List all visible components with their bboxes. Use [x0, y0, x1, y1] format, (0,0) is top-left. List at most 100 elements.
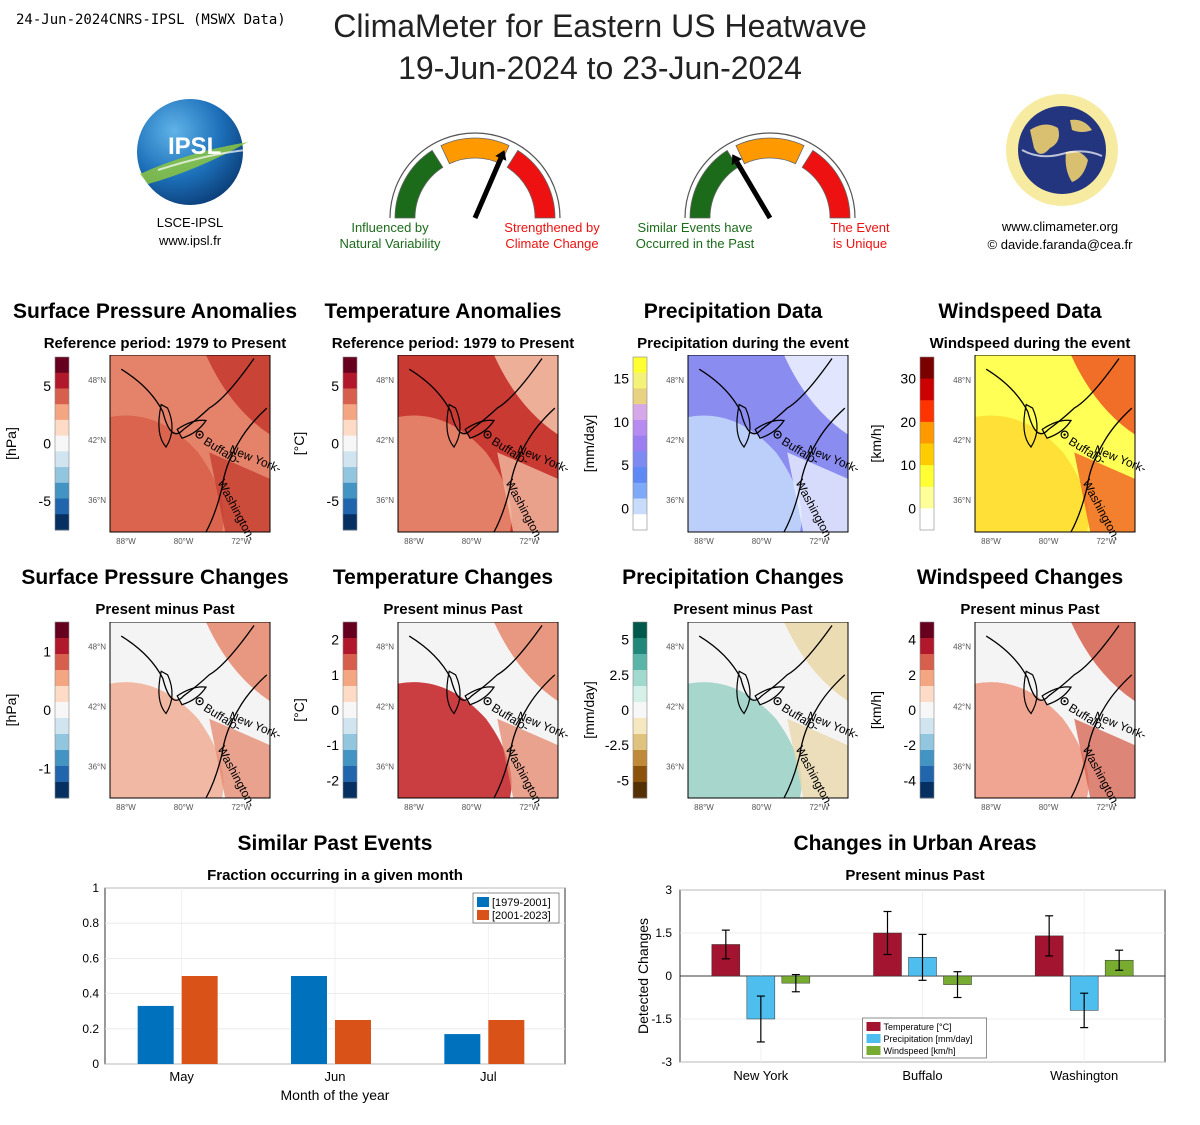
colorbar: 5 2.5 0 -2.5 -5 — [605, 621, 648, 799]
map-subtitle: Windspeed during the event — [929, 335, 1131, 352]
map-plot: Buffalo-New York-Washington-88°W 80°W 72°W… — [666, 355, 858, 546]
lon-label: 80°W — [1039, 537, 1059, 546]
map-frame — [109, 355, 271, 533]
colorbar-segment — [55, 718, 69, 735]
lon-label: 88°W — [404, 537, 424, 546]
colorbar-segment — [55, 357, 69, 374]
map-field-region — [1071, 355, 1135, 435]
border-line — [698, 625, 833, 701]
map-frame — [687, 355, 849, 533]
lake-erie — [176, 686, 208, 706]
colorbar-tick-label: -5 — [327, 493, 340, 509]
colorbar-segment — [633, 404, 647, 421]
colorbar-segment — [343, 734, 357, 751]
colorbar-segment — [343, 654, 357, 671]
colorbar-segment — [920, 718, 934, 735]
legend-label: [2001-2023] — [492, 910, 551, 922]
gauge-needle-tip — [731, 154, 743, 166]
lon-label: 80°W — [752, 537, 772, 546]
colorbar-segment — [55, 482, 69, 500]
colorbar-segment — [343, 498, 357, 515]
colorbar-segment — [920, 766, 934, 783]
city-dot-buffalo — [1063, 433, 1066, 436]
colorbar-segment — [633, 766, 647, 783]
colorbar-frame — [54, 621, 70, 799]
lon-label: 72°W — [809, 803, 829, 812]
colorbar-segment — [633, 686, 647, 703]
map-field-region — [1074, 718, 1135, 798]
colorbar-segment — [343, 750, 357, 767]
city-marker-buffalo — [1060, 697, 1069, 706]
map-frame — [974, 355, 1136, 533]
map-title: Temperature Anomalies — [324, 300, 562, 323]
colorbar-segment — [633, 750, 647, 767]
colorbar: 30 20 10 0 — [900, 356, 935, 531]
colorbar-segment — [343, 419, 357, 437]
colorbar-segment — [343, 622, 357, 639]
colorbar-segment — [343, 782, 357, 799]
lon-label: 88°W — [404, 803, 424, 812]
y-tick-label: 0 — [92, 1057, 99, 1071]
colorbar-segment — [633, 702, 647, 719]
colorbar-tick-label: -1 — [327, 737, 340, 753]
coastline — [1070, 407, 1133, 533]
colorbar-segment — [55, 451, 69, 468]
colorbar-tick-label: 0 — [621, 702, 629, 718]
colorbar-segment — [343, 388, 357, 405]
y-tick-label: 0 — [665, 969, 672, 983]
colorbar-segment — [55, 435, 69, 452]
colorbar-segment — [633, 451, 647, 468]
map-plot: Buffalo-New York-Washington-88°W 80°W 72°W… — [376, 355, 568, 546]
colorbar-tick-label: 2 — [331, 632, 339, 648]
map-field-region — [784, 355, 848, 435]
map-frame — [397, 355, 559, 533]
y-tick-label: 0.4 — [82, 987, 99, 1001]
y-tick-label: 0.2 — [82, 1022, 99, 1036]
colorbar-segment — [343, 766, 357, 783]
border-line — [120, 625, 255, 701]
lake-michigan — [158, 403, 173, 449]
lon-label: 88°W — [116, 803, 136, 812]
map-frame — [974, 622, 1136, 799]
colorbar-segment — [343, 435, 357, 452]
map-plot: Buffalo-New York-Washington-88°W 80°W 72°W… — [666, 622, 858, 812]
unit-text: [mm/day] — [581, 415, 597, 473]
colorbar-tick-label: -2 — [904, 737, 917, 753]
lon-label: 72°W — [231, 803, 251, 812]
lat-label: 48°N — [953, 376, 971, 385]
colorbar-segment — [55, 467, 69, 484]
map-field-region — [206, 355, 270, 435]
map-field-region — [497, 718, 558, 798]
gauge1-right-label: Strengthened by Climate Change — [504, 220, 600, 251]
colorbar-tick-label: 1 — [43, 643, 51, 659]
map-title: Precipitation Data — [643, 300, 823, 323]
colorbar-segment — [55, 419, 69, 437]
colorbar-frame — [919, 356, 935, 531]
colorbar-segment — [55, 514, 69, 531]
lat-label: 48°N — [88, 376, 106, 385]
lon-label: 80°W — [462, 537, 482, 546]
lat-label: 42°N — [666, 436, 684, 445]
colorbar-tick-label: 0 — [908, 702, 916, 718]
colorbar-segment — [633, 734, 647, 751]
gauge-red-segment — [801, 149, 851, 219]
lon-label: 88°W — [694, 537, 714, 546]
bar-may-0 — [137, 1005, 174, 1064]
colorbar-segment — [633, 622, 647, 639]
gauge-green-segment — [689, 149, 739, 219]
lake-erie — [1041, 419, 1073, 439]
legend-swatch — [866, 1046, 881, 1055]
map-field-region — [494, 622, 558, 702]
coastline — [493, 674, 556, 799]
map-field-region — [784, 622, 848, 702]
urban-changes-title: Changes in Urban Areas — [793, 832, 1037, 855]
map-plot: Buffalo-New York-Washington-88°W 80°W 72°W… — [88, 622, 280, 812]
colorbar-segment — [633, 514, 647, 531]
coastline — [493, 407, 556, 533]
colorbar-segment — [343, 451, 357, 468]
colorbar-segment — [920, 782, 934, 799]
y-tick-label: 0.8 — [82, 916, 99, 930]
lon-label: 80°W — [462, 803, 482, 812]
lon-label: 72°W — [519, 803, 539, 812]
lat-label: 36°N — [376, 762, 394, 771]
